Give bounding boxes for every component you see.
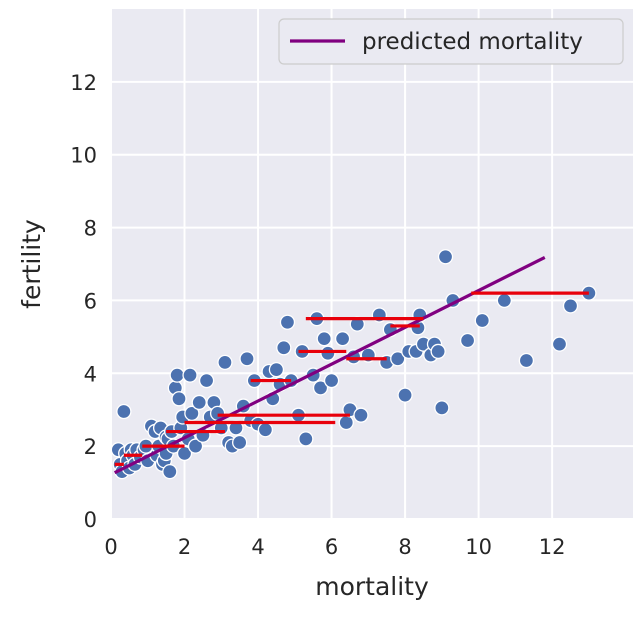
legend: predicted mortality [278,18,624,65]
x-tick-label: 10 [465,535,492,559]
scatter-point [353,407,369,423]
y-axis-label: fertility [17,219,46,309]
legend-label: predicted mortality [362,29,583,55]
scatter-point [320,345,336,361]
scatter-point [562,298,579,314]
scatter-point [116,403,132,420]
scatter-point [239,351,255,367]
scatter-point [474,312,490,329]
scatter-point [430,343,446,360]
scatter-point [191,394,207,411]
scatter-point [171,391,187,407]
scatter-point [169,367,185,383]
scatter-point [298,431,314,447]
x-tick-label: 2 [178,535,191,559]
scatter-point [338,414,354,431]
y-tick-label: 8 [84,217,97,241]
scatter-point [434,400,450,416]
scatter-point [187,438,204,454]
y-tick-label: 2 [84,435,97,459]
scatter-point [518,352,535,369]
y-tick-label: 0 [84,508,97,532]
x-tick-label: 4 [251,535,264,559]
scatter-point [551,336,568,352]
scatter-point [312,380,329,396]
scatter-point [316,331,332,347]
scatter-point [279,314,296,330]
scatter-points [110,249,597,480]
scatter-point [182,367,198,383]
scatter-point [162,463,178,480]
x-tick-label: 6 [325,535,338,559]
scatter-point [257,422,274,438]
scatter-point [323,372,340,389]
scatter-point [459,332,476,349]
scatter-point [217,354,233,371]
x-tick-label: 12 [539,535,566,559]
scatter-point [276,340,292,356]
scatter-point [268,361,285,378]
scatter-point [397,387,413,403]
scatter-point [232,434,248,451]
legend-box [278,18,624,65]
y-tick-label: 12 [70,71,97,95]
scatter-point [198,372,215,389]
tick-labels: 0 2 4 6 8 10 12 0 2 4 6 8 10 12 [70,71,565,559]
y-tick-label: 10 [70,144,97,168]
scatter-point [496,292,512,309]
scatter-point [437,249,454,265]
scatter-point [334,331,351,347]
x-tick-label: 0 [104,535,117,559]
x-tick-label: 8 [398,535,411,559]
scatter-point [184,405,200,422]
y-tick-label: 6 [84,289,97,313]
y-tick-label: 4 [84,362,97,386]
x-axis-label: mortality [315,572,429,601]
red-segments [114,291,589,466]
scatter-point [390,351,406,367]
